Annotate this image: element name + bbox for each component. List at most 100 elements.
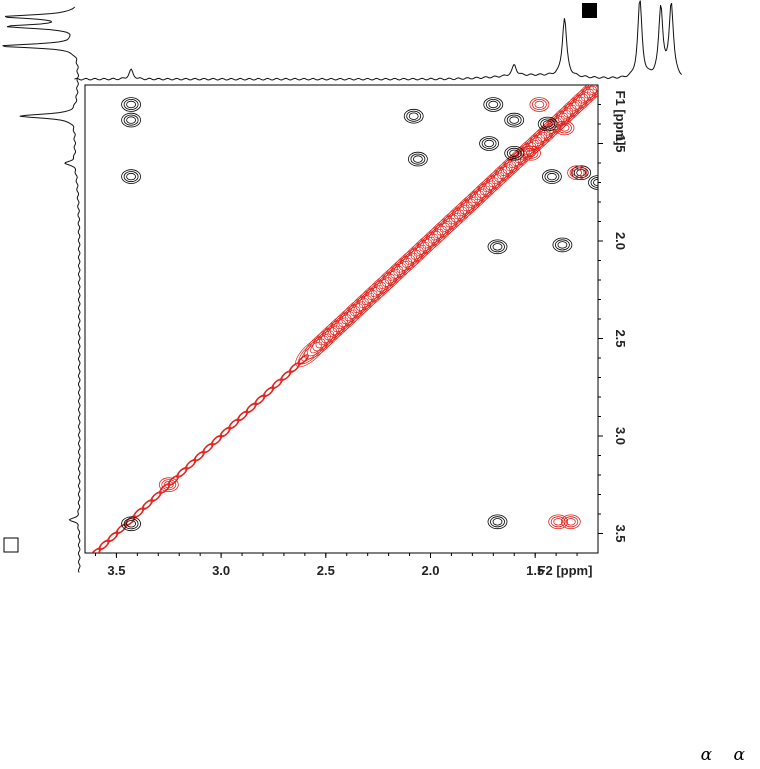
cross-peak-contour bbox=[412, 155, 423, 163]
cross-peak-contour bbox=[548, 514, 569, 530]
cross-peak-contour bbox=[563, 516, 579, 528]
cross-peak-contour bbox=[552, 237, 573, 253]
cross-peak-contour bbox=[408, 112, 419, 120]
cross-peak-contour bbox=[544, 171, 560, 183]
cross-peak-contour bbox=[542, 169, 562, 184]
cross-peak-contour bbox=[547, 172, 557, 181]
y-axis-title: F1 [ppm] bbox=[613, 91, 628, 146]
x-tick-label: 2.0 bbox=[421, 563, 439, 578]
cross-peak-contour bbox=[121, 97, 142, 112]
diagonal-contour bbox=[494, 150, 528, 182]
diagonal-contour bbox=[262, 386, 275, 398]
cross-peak-contour bbox=[403, 108, 424, 124]
y-tick-label: 3.0 bbox=[613, 427, 628, 445]
diagonal-contour bbox=[598, 53, 631, 85]
cross-peak-contour bbox=[123, 518, 139, 530]
cross-peak-contour bbox=[487, 239, 508, 255]
diagonal-contour bbox=[238, 412, 247, 420]
diagonal-contour bbox=[280, 370, 292, 382]
contour-layer bbox=[89, 49, 649, 553]
diagonal-contour bbox=[255, 396, 264, 404]
diagonal-contour bbox=[572, 85, 598, 110]
cross-peak-contour bbox=[559, 124, 570, 132]
footer-symbols: α α bbox=[700, 745, 746, 765]
cross-peak-contour bbox=[560, 514, 581, 530]
diagonal-contour bbox=[254, 394, 266, 406]
cross-peak-contour bbox=[487, 514, 508, 530]
cross-peak-contour bbox=[542, 120, 553, 128]
diagonal-contour bbox=[228, 418, 240, 430]
cross-peak-contour bbox=[123, 171, 139, 183]
cross-peak-contour bbox=[407, 151, 428, 167]
diagonal-contour bbox=[133, 508, 144, 518]
cross-peak-contour bbox=[567, 165, 587, 181]
diagonal-contour bbox=[271, 378, 283, 390]
cross-peak-contour bbox=[126, 520, 137, 528]
diagonal-contour bbox=[407, 230, 441, 263]
y-axis: 1.5 2.0 2.5 3.0 3.5 F1 [ppm] bbox=[598, 91, 628, 543]
diagonal-contour bbox=[134, 508, 143, 517]
cross-peak-contour bbox=[492, 518, 503, 526]
diagonal-contour bbox=[433, 206, 467, 239]
cross-peak-contour bbox=[483, 97, 504, 112]
cross-peak-contour bbox=[506, 114, 522, 126]
diagonal-contour bbox=[468, 174, 502, 207]
diagonal-contour bbox=[580, 85, 598, 102]
cross-peak-contour bbox=[526, 149, 536, 157]
f1-projection-trace bbox=[2, 6, 81, 573]
cross-peak-contour bbox=[479, 136, 500, 151]
diagonal-contour bbox=[141, 499, 154, 510]
cross-peak-contour bbox=[163, 481, 174, 489]
diagonal-contour bbox=[416, 222, 450, 255]
diagonal-contour bbox=[212, 436, 221, 445]
contour-group bbox=[89, 49, 649, 553]
diagonal-contour bbox=[355, 279, 390, 311]
diagonal-contour bbox=[425, 214, 459, 247]
diagonal-contour bbox=[364, 271, 398, 303]
diagonal-contour bbox=[312, 319, 346, 352]
cross-peak-contour bbox=[509, 116, 520, 124]
x-tick-label: 1.5 bbox=[526, 563, 544, 578]
cross-peak-contour bbox=[406, 110, 422, 122]
diagonal-contour bbox=[303, 327, 338, 360]
cross-peak-contour bbox=[572, 168, 582, 177]
diagonal-contour bbox=[594, 49, 635, 89]
x-tick-label: 3.5 bbox=[107, 563, 125, 578]
diagonal-contour bbox=[219, 426, 231, 438]
cross-peak-contour bbox=[540, 118, 556, 130]
diagonal-contour bbox=[450, 190, 485, 223]
diagonal-contour bbox=[502, 142, 537, 174]
cross-peak-contour bbox=[554, 120, 575, 136]
diagonal-contour bbox=[194, 451, 205, 461]
diagonal-contour bbox=[236, 410, 249, 422]
diagonal-contour bbox=[245, 402, 257, 414]
cross-peak-contour bbox=[490, 516, 505, 528]
diagonal-contour bbox=[176, 467, 188, 478]
diagonal-contour bbox=[381, 255, 416, 287]
diagonal-contour bbox=[195, 452, 204, 461]
diagonal-contour bbox=[177, 467, 187, 478]
diagonal-contour bbox=[98, 539, 110, 551]
filled-square-icon bbox=[582, 3, 597, 18]
y-tick-label: 1.5 bbox=[613, 134, 628, 152]
cross-peak-contour bbox=[630, 515, 649, 529]
diagonal-contour bbox=[210, 434, 223, 446]
diagonal-contour bbox=[150, 491, 162, 502]
diagonal-contour bbox=[202, 442, 214, 454]
diagonal-contour bbox=[563, 85, 597, 118]
cross-peak-contour bbox=[588, 175, 598, 190]
diagonal-contour bbox=[589, 85, 598, 94]
cross-peak-contour bbox=[509, 149, 520, 157]
cross-peak-contour bbox=[481, 137, 497, 149]
cross-peak-contour bbox=[635, 519, 644, 526]
cross-peak-contour bbox=[121, 169, 142, 184]
cross-peak-contour bbox=[557, 122, 572, 134]
cross-peak-contour bbox=[557, 241, 568, 249]
cross-peak-contour bbox=[565, 518, 576, 526]
x-tick-label: 3.0 bbox=[212, 563, 230, 578]
cross-peak-contour bbox=[532, 99, 547, 111]
cross-peak-contour bbox=[126, 100, 137, 109]
cross-peak-contour bbox=[121, 112, 142, 128]
cross-peak-contour bbox=[555, 239, 570, 251]
x-tick-label: 2.5 bbox=[317, 563, 335, 578]
